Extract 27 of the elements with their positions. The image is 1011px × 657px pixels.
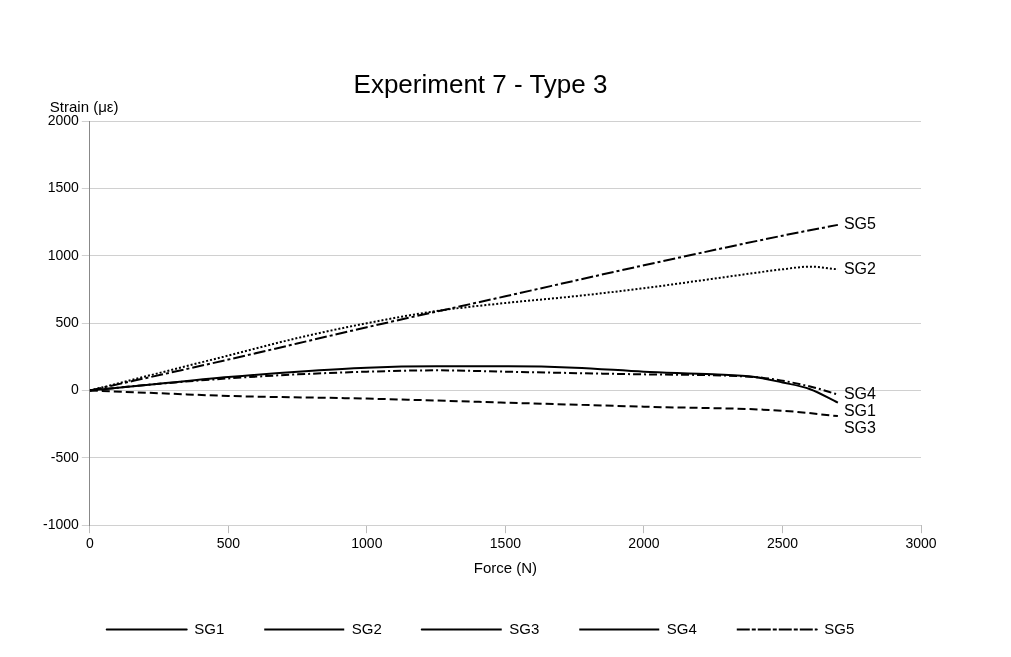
y-tick-label: 1500 bbox=[47, 179, 80, 196]
x-tick-label: 2500 bbox=[766, 535, 799, 552]
x-tick-label: 1500 bbox=[489, 535, 522, 552]
text: SG4 bbox=[666, 619, 697, 637]
x-axis-title: Force (N) bbox=[473, 559, 538, 577]
y-axis-title: Strain (με) bbox=[49, 97, 119, 115]
y-tick-label: 0 bbox=[71, 381, 80, 398]
y-tick-label: 500 bbox=[55, 314, 80, 331]
text: SG5 bbox=[824, 619, 855, 637]
x-tick-label: 2000 bbox=[628, 535, 660, 552]
x-tick-label: 0 bbox=[85, 535, 94, 552]
series-label: SG4 bbox=[843, 384, 876, 402]
y-tick-label: -1000 bbox=[42, 516, 80, 533]
y-tick-label: 1000 bbox=[47, 246, 80, 263]
series-label: SG2 bbox=[843, 259, 876, 277]
text: SG3 bbox=[509, 619, 540, 637]
series-label: SG3 bbox=[843, 418, 876, 436]
text: SG2 bbox=[351, 619, 382, 637]
chart-title: Experiment 7 - Type 3 bbox=[353, 68, 608, 99]
x-tick-label: 3000 bbox=[905, 535, 937, 552]
x-tick-label: 1000 bbox=[351, 535, 383, 552]
y-tick-label: 2000 bbox=[47, 112, 80, 129]
series-label: SG5 bbox=[843, 215, 876, 233]
series-label: SG1 bbox=[843, 401, 876, 419]
y-tick-label: -500 bbox=[50, 448, 80, 465]
text: SG1 bbox=[194, 619, 225, 637]
x-tick-label: 500 bbox=[216, 535, 241, 552]
